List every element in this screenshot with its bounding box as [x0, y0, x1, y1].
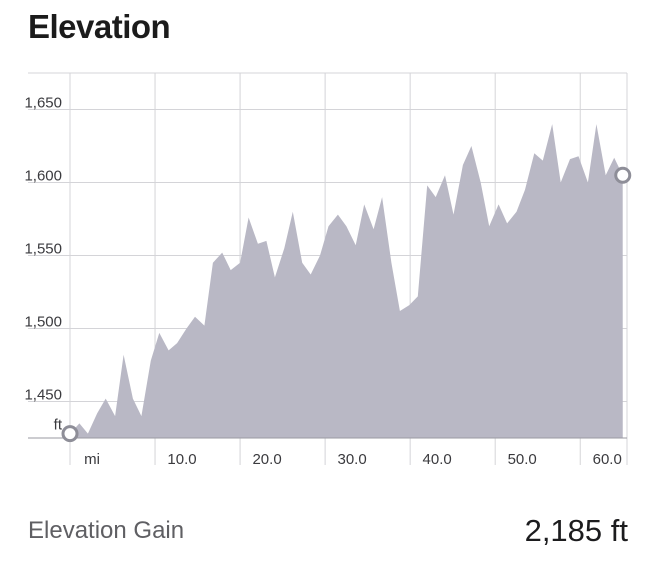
y-tick-label: 1,500 — [24, 314, 62, 331]
x-tick-label: 40.0 — [423, 451, 452, 468]
x-tick-label: 20.0 — [252, 451, 281, 468]
chart-title: Elevation — [28, 8, 171, 45]
end-point-marker — [614, 166, 632, 184]
axis-layer: 1,450 1,500 1,550 1,600 1,650 10.0 20.0 30.0 40.… — [24, 95, 627, 468]
elevation-area — [70, 124, 623, 438]
y-tick-label: 1,450 — [24, 387, 62, 404]
x-tick-label: 60.0 — [593, 451, 622, 468]
elevation-gain-label: Elevation Gain — [28, 517, 185, 544]
x-unit-label: mi — [84, 451, 100, 468]
y-unit-label: ft — [54, 417, 63, 434]
y-tick-label: 1,650 — [24, 95, 62, 112]
elevation-gain-row: Elevation Gain 2,185 ft — [28, 508, 628, 554]
marker-layer — [61, 166, 632, 443]
elevation-gain-value: 2,185 ft — [524, 513, 628, 548]
elevation-chart: 1,450 1,500 1,550 1,600 1,650 10.0 20.0 30.0 40.… — [24, 72, 632, 468]
x-tick-label: 10.0 — [167, 451, 196, 468]
start-point-marker — [61, 425, 79, 443]
y-tick-label: 1,550 — [24, 241, 62, 258]
y-tick-label: 1,600 — [24, 168, 62, 185]
x-tick-label: 50.0 — [508, 451, 537, 468]
x-tick-label: 30.0 — [338, 451, 367, 468]
